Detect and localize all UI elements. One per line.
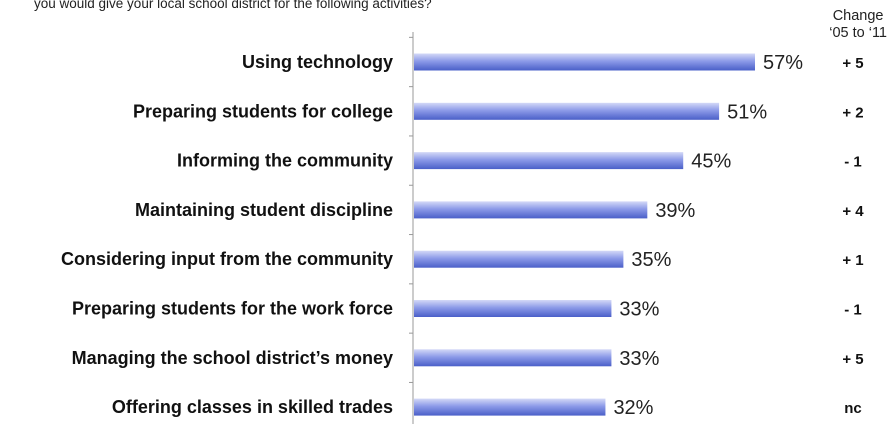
question-text: you would give your local school distric… [34, 0, 432, 11]
category-label: Maintaining student discipline [135, 200, 393, 220]
value-label: 39% [655, 200, 695, 222]
value-label: 35% [631, 249, 671, 271]
value-label: 32% [613, 397, 653, 419]
bar [414, 53, 755, 71]
bar [414, 152, 684, 170]
change-value: + 4 [842, 203, 864, 220]
change-value: nc [844, 400, 862, 417]
value-label: 45% [691, 151, 731, 173]
change-column-header: Change ‘05 to ‘11 [829, 8, 887, 42]
bar [414, 102, 720, 120]
change-header-line1: Change [832, 8, 884, 24]
change-value: - 1 [844, 302, 862, 319]
change-header-line2: ‘05 to ‘11 [829, 25, 887, 41]
value-label: 33% [619, 348, 659, 370]
bar [414, 300, 612, 317]
category-label: Preparing students for the work force [72, 299, 393, 319]
category-label: Offering classes in skilled trades [112, 397, 393, 417]
bar [414, 349, 612, 367]
change-value: + 5 [842, 351, 863, 368]
category-label: Managing the school district’s money [72, 348, 393, 368]
change-value: + 1 [842, 252, 863, 269]
change-value: - 1 [844, 154, 862, 171]
bar [414, 201, 648, 219]
change-value: + 5 [842, 55, 863, 72]
category-label: Using technology [242, 52, 393, 72]
value-label: 33% [619, 299, 659, 321]
bar [414, 250, 624, 268]
change-value: + 2 [842, 104, 863, 121]
category-label: Considering input from the community [61, 249, 393, 269]
category-label: Informing the community [177, 151, 393, 171]
value-label: 51% [727, 101, 767, 123]
category-label: Preparing students for college [133, 101, 393, 121]
value-label: 57% [763, 52, 803, 74]
bar [414, 398, 606, 416]
